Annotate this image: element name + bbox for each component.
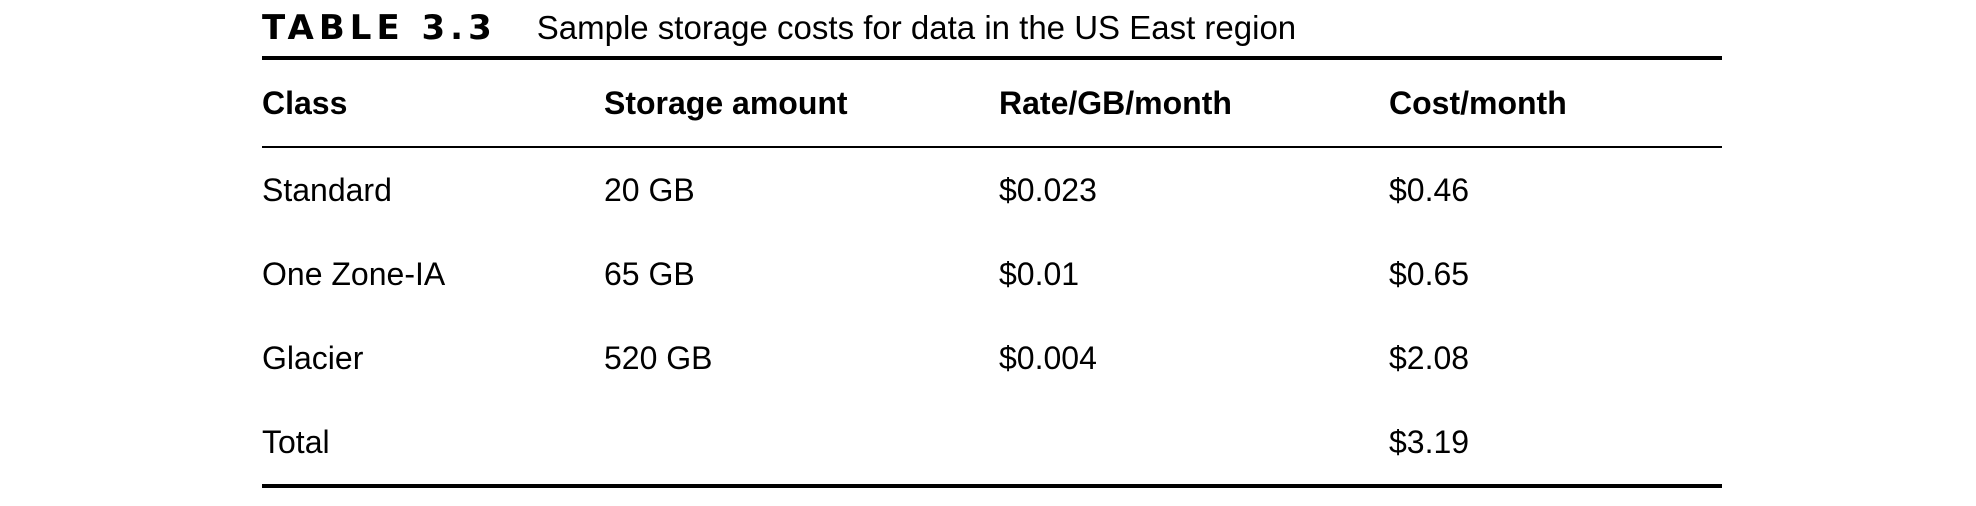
table-header-row: Class Storage amount Rate/GB/month Cost/… [262, 60, 1722, 146]
table-caption: TABLE 3.3 Sample storage costs for data … [262, 0, 1722, 56]
top-rule [262, 56, 1722, 60]
table-row: One Zone-IA 65 GB $0.01 $0.65 [262, 232, 1722, 316]
cell-cost: $3.19 [1389, 423, 1470, 460]
cell-class: Glacier [262, 339, 364, 376]
cell-storage-amount: 520 GB [604, 339, 713, 376]
table-caption-label: TABLE 3.3 [262, 8, 497, 48]
cell-cost: $0.46 [1389, 171, 1470, 208]
cell-rate: $0.004 [999, 339, 1097, 376]
column-header-cost: Cost/month [1389, 84, 1567, 121]
cell-cost: $0.65 [1389, 255, 1470, 292]
cell-class: One Zone-IA [262, 255, 446, 292]
column-header-storage-amount: Storage amount [604, 84, 848, 121]
table-caption-text: Sample storage costs for data in the US … [536, 9, 1297, 46]
cell-rate: $0.01 [999, 255, 1080, 292]
cell-rate: $0.023 [999, 171, 1097, 208]
column-header-class: Class [262, 84, 348, 121]
cell-storage-amount: 20 GB [604, 171, 695, 208]
cell-class: Total [262, 423, 330, 460]
table-row: Standard 20 GB $0.023 $0.46 [262, 148, 1722, 232]
bottom-rule [262, 484, 1722, 488]
cell-storage-amount: 65 GB [604, 255, 695, 292]
header-rule [262, 146, 1722, 148]
column-header-rate: Rate/GB/month [999, 84, 1232, 121]
table-row-total: Total $3.19 [262, 400, 1722, 484]
table-row: Glacier 520 GB $0.004 $2.08 [262, 316, 1722, 400]
cell-class: Standard [262, 171, 392, 208]
cell-cost: $2.08 [1389, 339, 1470, 376]
storage-cost-table: TABLE 3.3 Sample storage costs for data … [262, 0, 1722, 488]
